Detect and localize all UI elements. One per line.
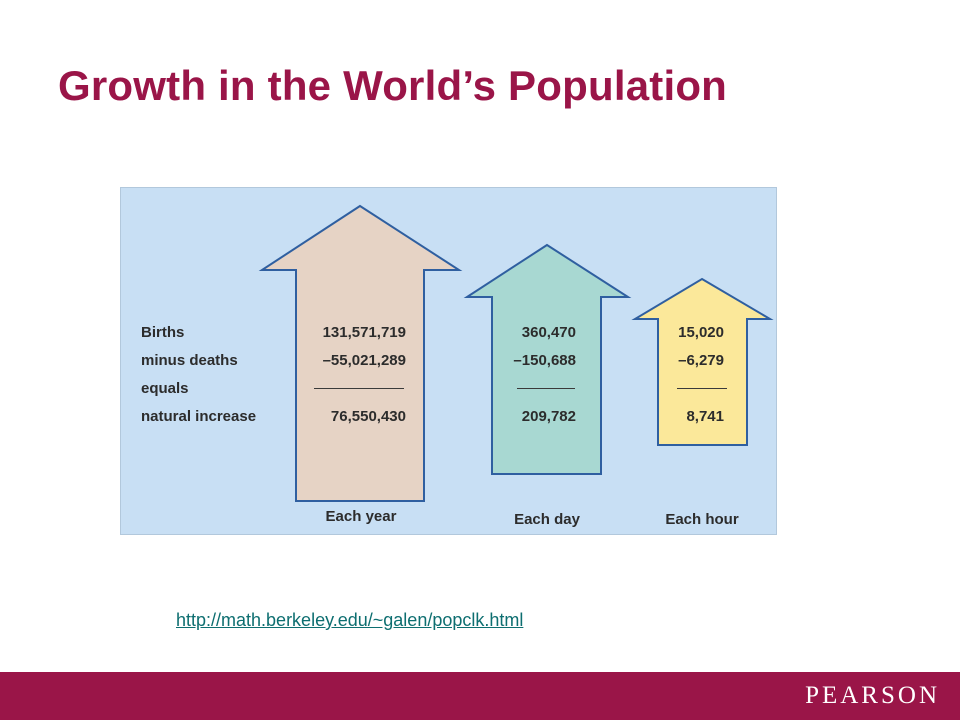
day-deaths: –150,688: [513, 352, 576, 369]
day-sum-rule: [517, 388, 575, 389]
year-births: 131,571,719: [322, 324, 406, 341]
row-label-natural-increase: natural increase: [141, 408, 257, 425]
caption-each-year: Each year: [325, 508, 397, 525]
pearson-logo: PEARSON: [805, 682, 940, 709]
hour-deaths: –6,279: [678, 352, 724, 369]
day-births: 360,470: [521, 324, 576, 341]
row-label-births: Births: [141, 324, 185, 341]
source-link[interactable]: http://math.berkeley.edu/~galen/popclk.h…: [176, 610, 524, 630]
hour-sum-rule: [677, 388, 727, 389]
hour-births: 15,020: [678, 324, 724, 341]
slide-title: Growth in the World’s Population: [58, 62, 728, 109]
year-sum-rule: [314, 388, 404, 389]
year-deaths: –55,021,289: [322, 352, 406, 369]
arrows-graphic: [258, 204, 774, 502]
caption-each-hour: Each hour: [665, 511, 739, 528]
day-natural-increase: 209,782: [521, 408, 576, 425]
year-natural-increase: 76,550,430: [330, 408, 406, 425]
arrow-each-year: [258, 204, 463, 502]
row-label-minus-deaths: minus deaths: [141, 352, 238, 369]
arrow-each-hour: [631, 277, 774, 446]
hour-natural-increase: 8,741: [686, 408, 724, 425]
row-label-equals: equals: [141, 380, 189, 397]
arrow-each-day: [463, 243, 632, 475]
population-growth-figure: Births minus deaths equals natural incre…: [120, 187, 777, 535]
caption-each-day: Each day: [514, 511, 580, 528]
footer-bar: PEARSON: [0, 672, 960, 720]
